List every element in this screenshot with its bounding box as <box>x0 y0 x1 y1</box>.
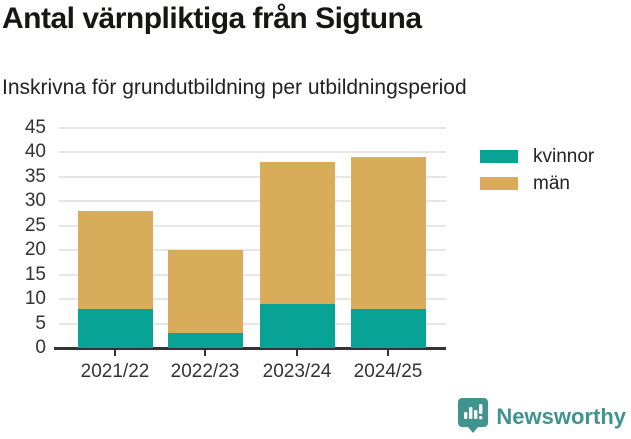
bar-2022-23-kvinnor <box>167 333 243 348</box>
bar-2024-25-män <box>350 157 426 309</box>
bar-2023-24-kvinnor <box>259 304 335 348</box>
gridline-y30 <box>59 200 446 203</box>
gridline-y5 <box>59 322 446 325</box>
gridline-y20 <box>59 249 446 252</box>
gridline-y15 <box>59 273 446 276</box>
legend-item-kvinnor: kvinnor <box>480 146 595 167</box>
y-tick-label: 0 <box>35 337 46 358</box>
y-tick-label: 35 <box>24 165 46 187</box>
legend: kvinnor män <box>480 146 595 202</box>
y-tick-label: 25 <box>24 214 46 236</box>
bar-2022-23-män <box>167 250 243 334</box>
y-tick-label: 40 <box>24 141 46 163</box>
x-tick <box>296 349 298 356</box>
newsworthy-logo-icon <box>458 398 489 436</box>
x-tick <box>204 349 206 356</box>
y-tick-label: 5 <box>35 312 46 334</box>
legend-item-män: män <box>480 173 594 194</box>
x-axis-line <box>54 347 446 350</box>
y-tick-label: 45 <box>24 117 46 138</box>
legend-swatch-kvinnor <box>480 150 518 163</box>
brand-name: Newsworthy <box>496 404 626 429</box>
x-tick <box>114 349 116 356</box>
x-tick-label: 2023/24 <box>262 361 332 382</box>
y-tick-label: 20 <box>24 239 46 261</box>
bar-2021-22-män <box>77 211 153 309</box>
plot-area: 2021/22 2022/23 2023/24 2024/25 <box>54 127 446 382</box>
y-tick-label: 30 <box>24 190 46 212</box>
bar-2023-24-män <box>259 162 335 304</box>
x-tick-label: 2021/22 <box>80 361 150 382</box>
x-tick-label: 2022/23 <box>170 361 240 382</box>
legend-label: män <box>533 173 570 194</box>
y-tick-label: 10 <box>24 288 46 310</box>
brand-footer: Newsworthy <box>458 398 626 436</box>
bar-2021-22-kvinnor <box>77 308 153 348</box>
chart-area: 2021/22 2022/23 2023/24 2024/25 0 5 10 15 20 25 3… <box>0 117 470 413</box>
gridline-y35 <box>59 175 446 178</box>
chart-title: Antal värnpliktiga från Sigtuna <box>2 2 422 35</box>
chart-subtitle: Inskrivna för grundutbildning per utbild… <box>2 76 467 99</box>
y-tick-label: 15 <box>24 263 46 285</box>
x-tick-label: 2024/25 <box>353 361 423 382</box>
gridline-y25 <box>59 224 446 227</box>
bar-2024-25-kvinnor <box>350 308 426 348</box>
gridline-y10 <box>59 298 446 301</box>
legend-label: kvinnor <box>533 146 595 167</box>
gridline-y45 <box>59 127 446 129</box>
x-tick <box>387 349 389 356</box>
gridline-y40 <box>59 151 446 154</box>
legend-swatch-män <box>480 177 518 190</box>
